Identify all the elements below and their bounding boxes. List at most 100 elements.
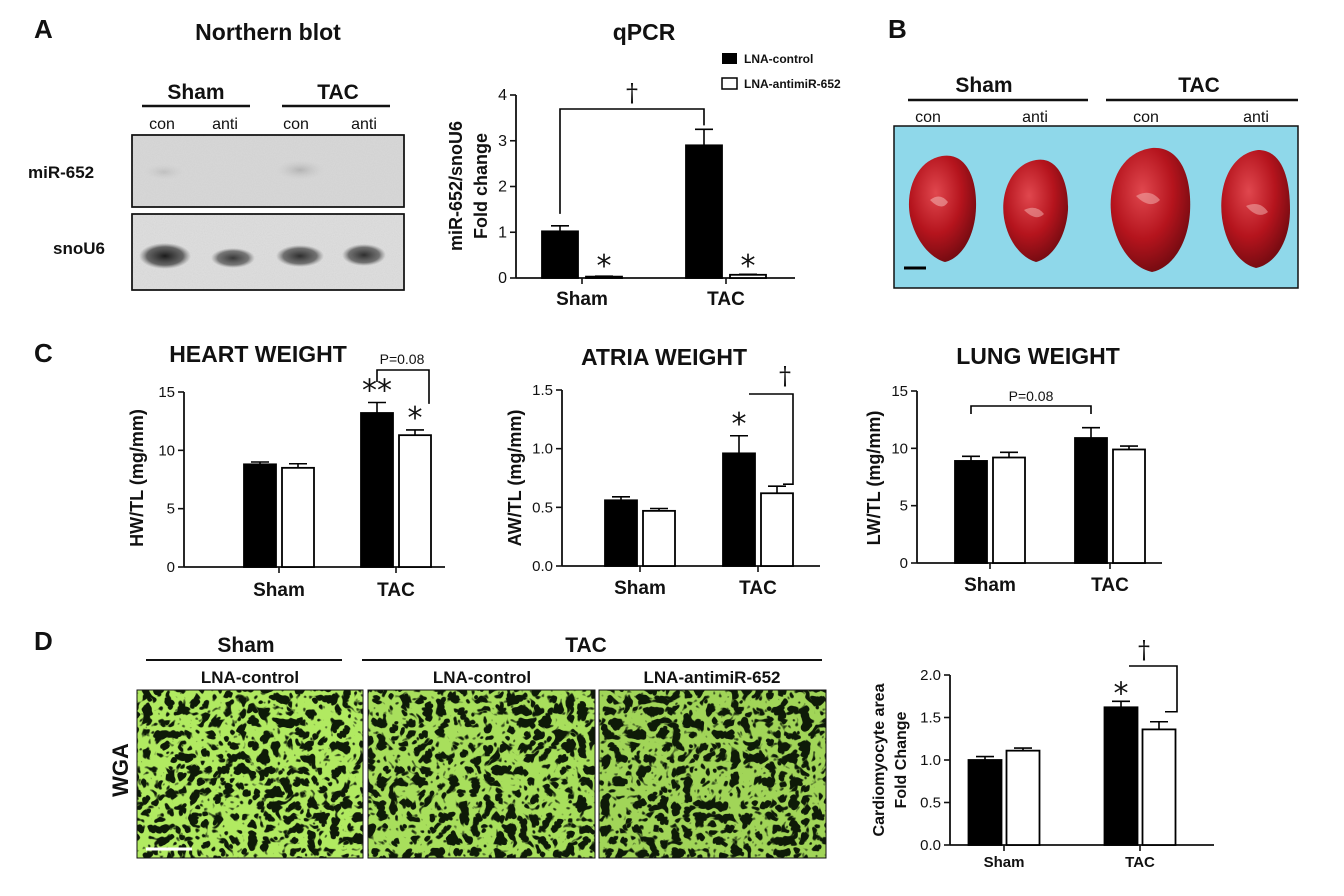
atria-xtick-label: Sham [614,578,666,599]
atria-ytick-label: 0.0 [532,558,553,575]
heart-bar [398,434,432,568]
atria-bar [760,492,794,567]
lung-bar [1074,437,1108,564]
legend-label-anti: LNA-antimiR-652 [744,77,841,91]
panel-letter-d: D [34,626,53,656]
cardio-xtick-label: Sham [984,854,1025,871]
atria-sig-mark: * [732,407,747,442]
atria-xtick-label: TAC [739,578,777,599]
heart-photo-panel: Sham TAC con anti con anti [893,74,1299,289]
cardio-bar [967,759,1003,846]
lung-bar [1112,448,1146,564]
hearts-group-tac: TAC [1178,74,1220,97]
heart-tac-anti [1221,150,1290,268]
cardio-sig-mark: * [1114,676,1129,711]
cardio-xtick-label: TAC [1125,854,1155,871]
qpcr-ylabel-line2: Fold change [471,133,491,239]
panel-letter-a: A [34,14,53,44]
atria-bar [722,452,756,567]
wga-image-tac-control [367,689,596,859]
wga-group-sham: Sham [217,634,274,657]
qpcr-ytick-label: 0 [498,270,507,287]
atria-ytick-label: 0.5 [532,499,553,516]
qpcr-title: qPCR [613,19,676,45]
heart-ytick-label: 5 [167,501,175,518]
hearts-group-sham: Sham [955,74,1012,97]
northern-row-snou6: snoU6 [53,239,105,258]
legend-swatch-control [722,53,737,64]
lung-bar [992,456,1026,564]
northern-group-tac: TAC [317,81,359,104]
hearts-lane-3: con [1133,109,1159,126]
hearts-lane-4: anti [1243,109,1269,126]
lung-ytick-label: 10 [891,440,908,457]
heart-bracket-label: P=0.08 [380,351,425,367]
heart-ytick-label: 15 [158,384,175,401]
wga-row-label: WGA [108,743,133,797]
heart-xtick-label: Sham [253,580,305,601]
cardio-bracket-label: † [1138,636,1150,664]
atria-bar [642,509,676,567]
lung-weight-chart: LUNG WEIGHT LW/TL (mg/mm) 0 5 10 15 Sham TAC P=0… [864,343,1162,596]
heart-bracket [376,369,430,404]
blot-mir652 [131,134,405,208]
atria-ylabel: AW/TL (mg/mm) [505,410,525,547]
heart-sig-mark: * [408,401,423,436]
northern-group-sham: Sham [167,81,224,104]
heart-title: HEART WEIGHT [169,341,347,367]
qpcr-bracket [559,108,705,214]
legend: LNA-control LNA-antimiR-652 [721,52,841,91]
atria-ytick-label: 1.5 [532,382,553,399]
northern-lane-3: con [283,116,309,133]
qpcr-chart: qPCR miR-652/snoU6 Fold change 0 1 2 3 4 Sham TAC… [446,19,795,310]
lung-ytick-label: 5 [900,498,908,515]
cardio-ytick-label: 0.5 [920,795,941,812]
qpcr-xtick-label: TAC [707,289,745,310]
qpcr-xtick-label: Sham [556,289,608,310]
lung-bracket [970,405,1092,414]
cardio-ylabel-line2: Fold Change [893,711,910,808]
qpcr-ytick-label: 1 [498,224,507,241]
heart-ylabel: HW/TL (mg/mm) [127,409,147,547]
atria-bracket [749,393,794,486]
northern-blot-title: Northern blot [195,19,341,45]
heart-bar [360,412,394,568]
northern-row-mir652: miR-652 [28,163,94,182]
atria-bracket-label: † [779,362,791,390]
qpcr-ytick-label: 2 [498,179,507,196]
lung-title: LUNG WEIGHT [956,343,1120,369]
atria-title: ATRIA WEIGHT [581,344,747,370]
qpcr-ylabel: miR-652/snoU6 [446,121,466,251]
qpcr-sig-mark: * [741,249,756,284]
heart-tac-control [1110,147,1191,272]
cardio-bar [1103,706,1139,846]
qpcr-ytick-label: 4 [498,87,507,104]
atria-ytick-label: 1.0 [532,441,553,458]
lung-ytick-label: 0 [900,555,908,572]
qpcr-bar [541,230,579,279]
hearts-lane-1: con [915,109,941,126]
heart-sham-anti [1003,159,1069,262]
wga-group-tac: TAC [565,634,607,657]
wga-image-label-2: LNA-control [433,668,531,687]
cardiomyocyte-area-chart: Cardiomyocyte area Fold Change 0.0 0.5 1.0 1.… [871,636,1214,871]
panel-letter-b: B [888,14,907,44]
qpcr-sig-mark: * [597,249,612,284]
lung-ytick-label: 15 [891,383,908,400]
blot-snou6 [131,213,405,291]
panel-letter-c: C [34,338,53,368]
cardio-ytick-label: 1.5 [920,710,941,727]
heart-sham-control [908,155,977,262]
hearts-lane-2: anti [1022,109,1048,126]
northern-lane-1: con [149,116,175,133]
cardio-ylabel: Cardiomyocyte area [871,683,888,836]
northern-blot: Northern blot Sham TAC con anti con anti… [28,19,405,291]
heart-bar [281,466,315,568]
qpcr-ytick-label: 3 [498,133,507,150]
cardio-bar [1141,728,1177,846]
wga-image-tac-anti [598,689,827,859]
atria-bar [604,499,638,567]
cardio-ytick-label: 2.0 [920,667,941,684]
